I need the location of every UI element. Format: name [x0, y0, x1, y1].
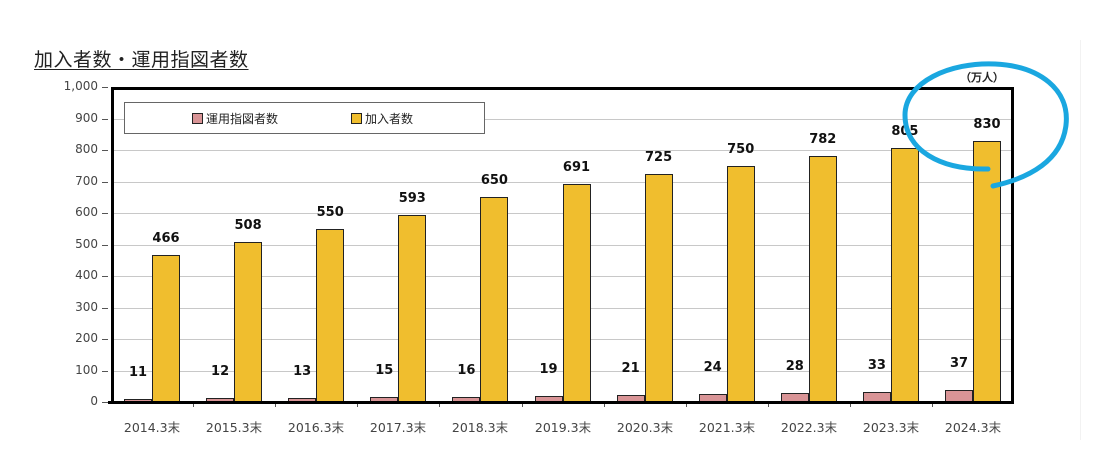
x-axis-label: 2021.3末 — [698, 420, 756, 435]
x-axis-label: 2015.3末 — [205, 420, 263, 435]
y-tick — [102, 150, 108, 151]
legend-label: 加入者数 — [365, 112, 414, 126]
legend-swatch-pink-icon — [192, 113, 203, 124]
bar-instructors — [616, 395, 645, 402]
value-label-subscribers: 725 — [645, 149, 673, 165]
y-tick — [102, 339, 108, 340]
unit-label: （万人） — [960, 71, 1004, 84]
y-axis-label: 100 — [75, 363, 98, 377]
bar-subscribers — [152, 255, 180, 402]
gridline — [111, 119, 1014, 120]
value-label-instructors: 11 — [128, 364, 148, 380]
value-label-subscribers: 691 — [562, 160, 591, 176]
value-label-instructors: 21 — [621, 361, 640, 377]
gridline — [111, 182, 1014, 183]
value-label-instructors: 12 — [211, 364, 230, 380]
gridline — [111, 150, 1014, 151]
bar-instructors — [945, 390, 973, 402]
y-tick — [102, 276, 108, 277]
bar-subscribers — [644, 173, 673, 402]
x-axis-label: 2019.3末 — [534, 420, 592, 435]
bar-instructors — [698, 394, 727, 402]
y-axis-label: 600 — [75, 205, 98, 219]
legend-label: 運用指図者数 — [206, 112, 279, 126]
legend-swatch-yellow-icon — [351, 113, 362, 124]
x-axis-label: 2023.3末 — [862, 420, 920, 435]
y-axis-label: 0 — [90, 394, 98, 408]
value-label-instructors: 37 — [949, 356, 969, 372]
x-tick — [768, 402, 769, 407]
y-axis-label: 200 — [75, 331, 98, 345]
bar-instructors — [452, 396, 481, 402]
x-tick — [193, 402, 194, 407]
y-axis-label: 400 — [75, 268, 98, 282]
value-label-subscribers: 750 — [727, 141, 755, 157]
x-axis-label: 2017.3末 — [369, 420, 427, 435]
x-axis-label: 2020.3末 — [616, 420, 674, 435]
bar-subscribers — [808, 155, 837, 402]
x-tick — [439, 402, 440, 407]
value-label-instructors: 24 — [703, 360, 722, 376]
bar-instructors — [780, 393, 809, 402]
value-label-instructors: 28 — [785, 359, 804, 375]
bar-instructors — [534, 396, 563, 402]
value-label-instructors: 15 — [375, 363, 394, 379]
y-axis-label: 500 — [75, 237, 98, 251]
y-axis-label: 1,000 — [63, 79, 98, 93]
y-tick — [102, 182, 108, 183]
bar-instructors — [370, 397, 399, 402]
x-tick — [522, 402, 523, 407]
y-tick — [102, 245, 108, 246]
y-axis-label: 900 — [75, 111, 98, 125]
value-label-subscribers: 466 — [152, 231, 180, 247]
y-axis-label: 300 — [75, 300, 98, 314]
x-axis-label: 2024.3末 — [944, 420, 1002, 435]
right-divider — [1080, 40, 1081, 440]
bar-instructors — [862, 391, 891, 402]
legend: 運用指図者数 加入者数 — [124, 102, 485, 134]
plot-area — [111, 87, 1014, 402]
x-tick — [604, 402, 605, 407]
legend-item-subscribers: 加入者数 — [351, 110, 413, 127]
chart-title: 加入者数・運用指図者数 — [34, 49, 249, 71]
value-label-instructors: 33 — [867, 357, 886, 373]
y-tick — [102, 308, 108, 309]
bar-subscribers — [234, 241, 263, 402]
legend-item-instructors: 運用指図者数 — [192, 110, 278, 127]
bar-subscribers — [726, 165, 755, 402]
x-axis-line — [108, 401, 1014, 404]
value-label-subscribers: 593 — [398, 191, 426, 207]
bar-instructors — [288, 397, 317, 402]
y-tick — [102, 119, 108, 120]
bar-subscribers — [480, 197, 509, 402]
value-label-subscribers: 550 — [316, 204, 344, 220]
bar-instructors — [124, 398, 152, 402]
bar-subscribers — [890, 148, 919, 402]
bar-subscribers — [562, 184, 591, 402]
x-tick — [275, 402, 276, 407]
bar-subscribers — [398, 215, 427, 402]
y-tick — [102, 213, 108, 214]
value-label-instructors: 16 — [457, 362, 476, 378]
y-tick — [102, 371, 108, 372]
y-axis-label: 700 — [75, 174, 98, 188]
value-label-subscribers: 508 — [234, 217, 262, 233]
value-label-instructors: 19 — [539, 362, 558, 377]
x-axis-label: 2018.3末 — [451, 420, 509, 435]
x-axis-label: 2014.3末 — [123, 420, 181, 435]
x-tick — [850, 402, 851, 407]
x-tick — [357, 402, 358, 407]
x-tick — [932, 402, 933, 407]
x-tick — [686, 402, 687, 407]
bar-instructors — [206, 398, 235, 402]
y-tick — [102, 402, 108, 403]
x-axis-label: 2016.3末 — [287, 420, 345, 435]
value-label-instructors: 13 — [293, 363, 312, 379]
x-axis-label: 2022.3末 — [780, 420, 838, 435]
bar-subscribers — [316, 228, 345, 402]
y-axis-label: 800 — [75, 142, 98, 156]
value-label-subscribers: 650 — [480, 173, 508, 189]
value-label-subscribers: 782 — [809, 131, 837, 147]
y-tick — [102, 87, 108, 88]
